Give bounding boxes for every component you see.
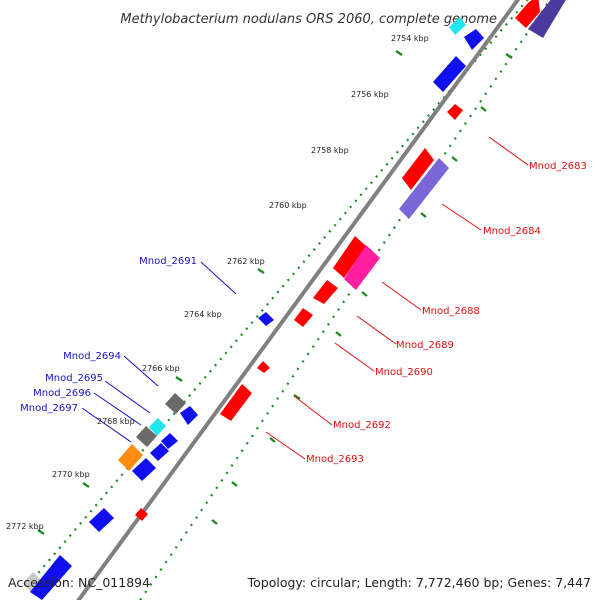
- gene-arrow: [132, 458, 156, 481]
- gene-arrow: [135, 508, 148, 521]
- scale-label: 2772 kbp: [6, 522, 44, 531]
- gene-label[interactable]: Mnod_2695: [45, 373, 103, 384]
- scale-label: 2770 kbp: [52, 470, 90, 479]
- gene-arrow: [402, 148, 434, 190]
- gene-arrow: [89, 508, 114, 532]
- gene-label[interactable]: Mnod_2696: [33, 388, 91, 399]
- gene-label[interactable]: Mnod_2697: [20, 403, 78, 414]
- forward-genes: [23, 17, 484, 600]
- gene-arrow: [23, 572, 43, 594]
- reverse-genes: [135, 0, 566, 521]
- gene-label[interactable]: Mnod_2690: [375, 367, 433, 378]
- gene-arrow: [257, 361, 270, 373]
- summary-text: Topology: circular; Length: 7,772,460 bp…: [247, 575, 591, 590]
- gene-arrow: [118, 444, 143, 471]
- gene-arrow: [294, 308, 313, 327]
- gene-label[interactable]: Mnod_2691: [139, 256, 197, 267]
- gene-arrow: [136, 426, 157, 447]
- gene-arrow: [149, 418, 166, 436]
- gene-label[interactable]: Mnod_2694: [63, 351, 121, 362]
- gene-arrow: [399, 158, 449, 219]
- gene-label[interactable]: Mnod_2688: [422, 306, 480, 317]
- genome-backbone: [76, 0, 521, 600]
- scale-labels: 2754 kbp 2756 kbp 2758 kbp 2760 kbp 2762…: [6, 34, 429, 531]
- scale-label: 2768 kbp: [97, 417, 135, 426]
- gene-arrow: [447, 104, 463, 120]
- major-ticks: [37, 50, 513, 535]
- inner-tick-track: [27, 0, 529, 586]
- gene-arrow: [161, 433, 178, 449]
- scale-label: 2764 kbp: [184, 310, 222, 319]
- gene-arrow: [449, 17, 466, 35]
- gene-label[interactable]: Mnod_2693: [306, 454, 364, 465]
- gene-arrow: [30, 555, 72, 600]
- gene-arrow: [433, 56, 466, 92]
- gene-arrow: [515, 0, 540, 28]
- outer-tick-track: [138, 0, 552, 600]
- accession-text: Accession: NC_011894: [8, 575, 150, 590]
- label-connectors: [81, 136, 529, 460]
- reverse-gene-labels: Mnod_2683 Mnod_2684 Mnod_2688 Mnod_2689 …: [306, 161, 587, 465]
- gene-arrow: [220, 384, 252, 421]
- scale-label: 2756 kbp: [351, 90, 389, 99]
- scale-label: 2766 kbp: [142, 364, 180, 373]
- gene-label[interactable]: Mnod_2683: [529, 161, 587, 172]
- gene-arrow: [180, 406, 198, 425]
- gene-arrow: [464, 29, 484, 50]
- forward-gene-labels: Mnod_2691 Mnod_2694 Mnod_2695 Mnod_2696 …: [20, 256, 197, 414]
- gene-arrow: [150, 443, 169, 461]
- gene-arrow: [333, 236, 366, 278]
- gene-arrow: [165, 393, 186, 414]
- scale-label: 2760 kbp: [269, 201, 307, 210]
- scale-label: 2762 kbp: [227, 257, 265, 266]
- scale-label: 2758 kbp: [311, 146, 349, 155]
- scale-label: 2754 kbp: [391, 34, 429, 43]
- gene-arrow: [258, 312, 274, 326]
- gene-label[interactable]: Mnod_2692: [333, 420, 391, 431]
- gene-label[interactable]: Mnod_2689: [396, 340, 454, 351]
- gene-arrow: [344, 245, 380, 290]
- gene-arrow: [313, 280, 338, 304]
- gene-label[interactable]: Mnod_2684: [483, 226, 541, 237]
- map-title: Methylobacterium nodulans ORS 2060, comp…: [120, 12, 497, 27]
- gene-arrow: [528, 0, 566, 38]
